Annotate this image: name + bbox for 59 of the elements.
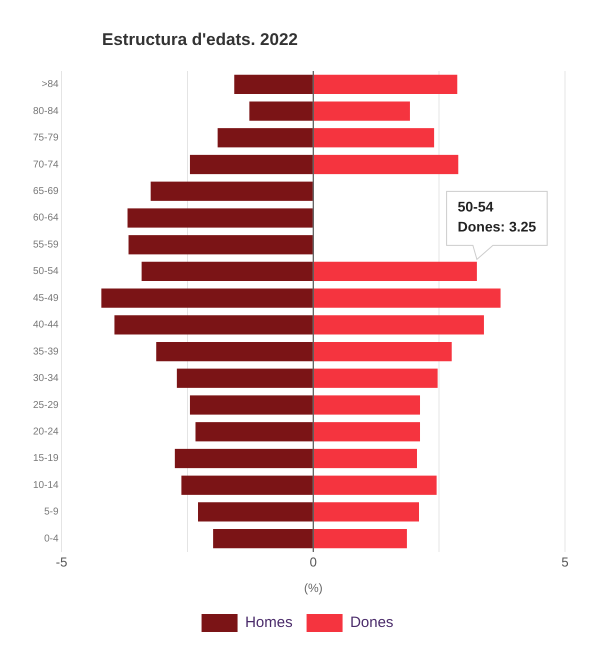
bar [128,208,313,228]
y-tick-label: 50-54 [33,266,60,278]
bar [314,502,420,522]
bar [314,101,410,121]
bar [128,235,313,254]
x-tick-label: 5 [561,554,569,570]
y-tick-label: 65-69 [33,186,60,197]
bar [190,154,313,174]
y-tick-label: 45-49 [33,292,60,304]
bar [176,368,313,388]
x-tick-label: 0 [310,554,317,570]
bar [114,315,313,334]
y-tick-label: 80-84 [33,106,60,117]
y-tick-label: 75-79 [33,132,60,144]
bar [198,502,313,522]
bar [314,74,458,94]
y-tick-label: 55-59 [33,239,60,250]
legend-label: Dones [350,614,394,632]
bar [314,342,452,362]
y-tick-label: 70-74 [33,159,60,170]
legend-label: Homes [245,614,293,632]
bar [314,128,434,148]
bar [181,476,313,495]
bar [234,74,313,94]
bar [213,529,313,548]
chart-title: Estructura d'edats. 2022 [102,30,298,50]
y-tick-label: 25-29 [33,400,60,411]
bar [314,288,501,308]
bar [142,262,313,282]
bar [314,368,438,388]
x-tick-label: -5 [56,554,68,570]
bar [101,288,313,308]
bar [314,262,477,282]
y-tick-label: 5-9 [44,506,60,518]
bar [218,128,313,148]
bar [314,315,484,334]
y-tick-label: >84 [42,79,60,90]
y-tick-label: 40-44 [33,320,60,331]
y-tick-label: 10-14 [33,480,60,491]
y-tick-label: 20-24 [33,426,60,438]
y-tick-label: 30-34 [33,373,60,384]
bar [314,476,437,495]
bar [314,154,458,174]
x-axis-title: (%) [304,581,323,596]
bar [156,342,313,362]
y-tick-label: 35-39 [33,346,60,358]
annotation: 50-54 Dones: 3.25 [458,198,536,234]
bar [174,448,313,468]
bar [314,448,417,468]
bar [249,101,313,121]
bar [190,395,313,415]
bar [195,422,313,442]
y-tick-label: 60-64 [33,212,60,224]
bar [314,529,407,548]
y-tick-label: 0-4 [44,533,60,544]
bar [314,422,420,442]
bar [150,182,313,201]
bar [314,395,420,415]
y-tick-label: 15-19 [33,453,60,464]
